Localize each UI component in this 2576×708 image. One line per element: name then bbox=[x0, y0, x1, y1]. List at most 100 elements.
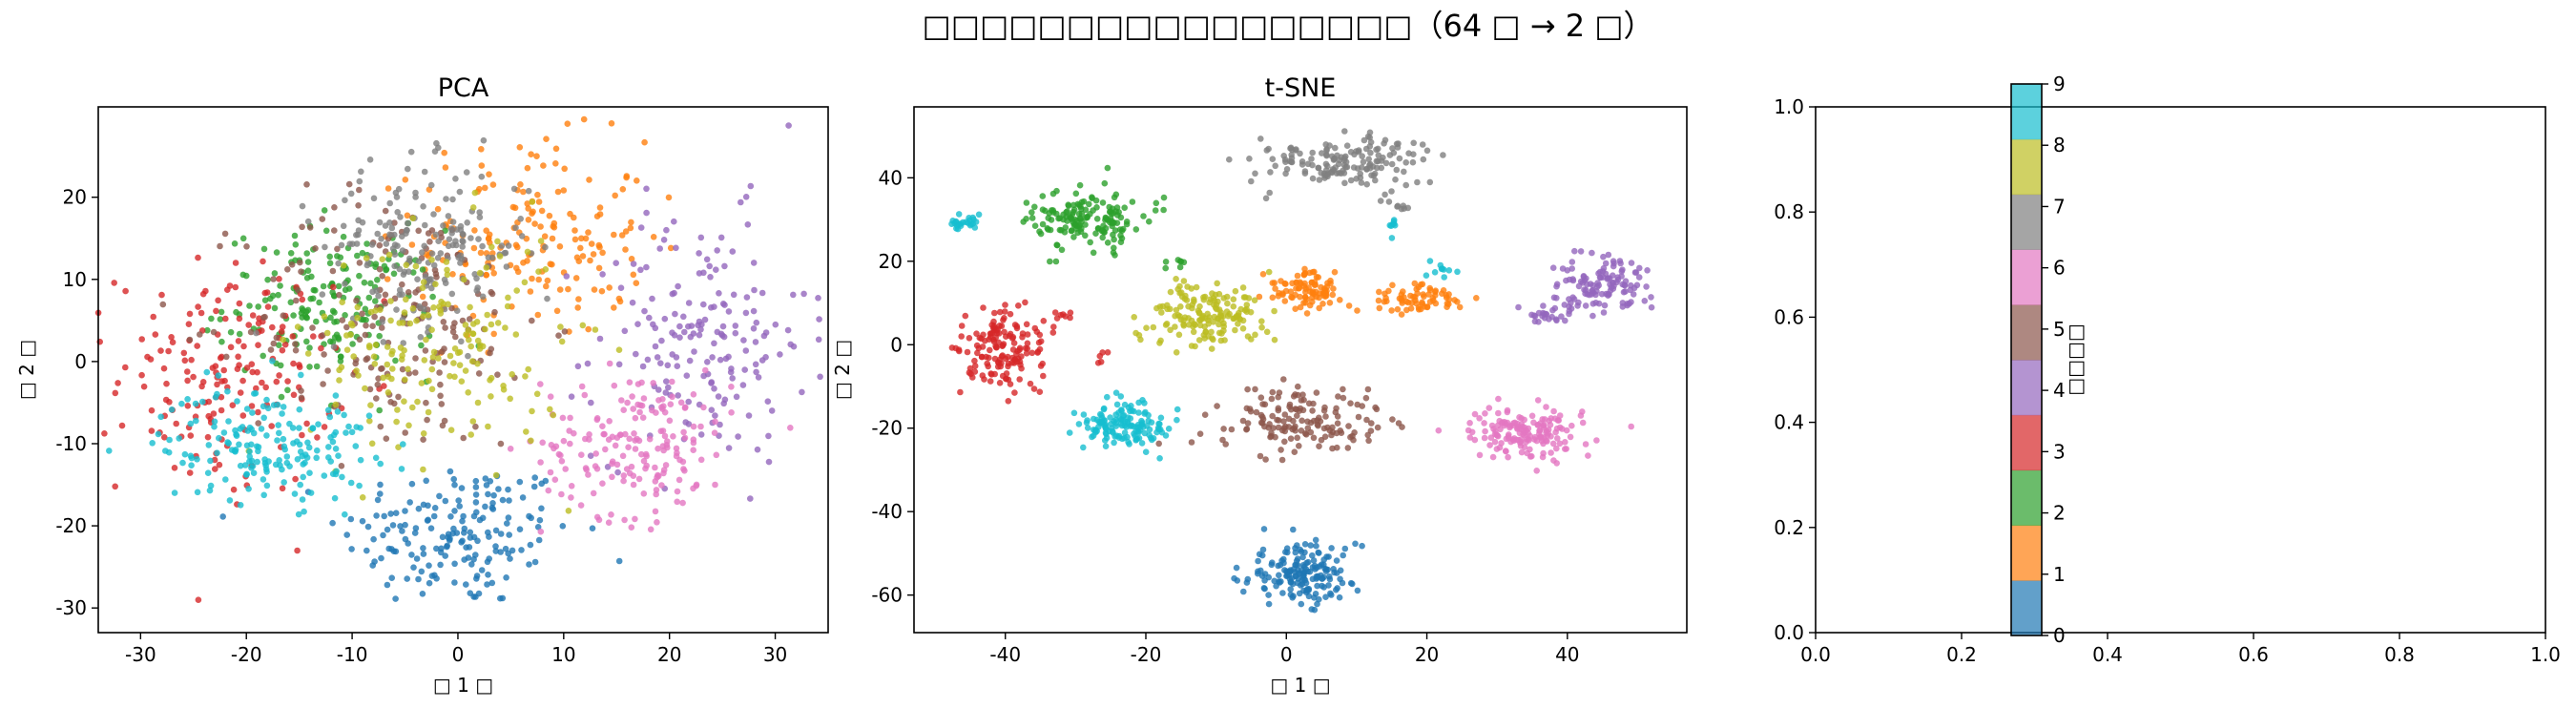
pca-point-class-2 bbox=[275, 291, 281, 299]
tsne-point-class-8 bbox=[1190, 328, 1197, 336]
pca-point-class-9 bbox=[248, 465, 255, 471]
pca-point-class-2 bbox=[363, 317, 369, 323]
pca-point-class-8 bbox=[537, 238, 545, 244]
pca-point-class-6 bbox=[577, 502, 585, 509]
tsne-point-class-1 bbox=[1381, 298, 1388, 305]
pca-point-class-9 bbox=[192, 400, 199, 407]
pca-point-class-2 bbox=[233, 308, 239, 316]
pca-point-class-8 bbox=[468, 358, 476, 364]
pca-point-class-9 bbox=[314, 447, 321, 454]
tsne-point-class-3 bbox=[1027, 380, 1034, 387]
tsne-point-class-0 bbox=[1311, 606, 1319, 614]
pca-point-class-7 bbox=[414, 276, 421, 283]
pca-point-class-9 bbox=[291, 490, 299, 497]
tsne-point-class-6 bbox=[1563, 446, 1569, 452]
pca-point-class-5 bbox=[402, 429, 409, 436]
pca-point-class-6 bbox=[578, 451, 585, 459]
tsne-point-class-0 bbox=[1309, 552, 1316, 559]
pca-point-class-3 bbox=[290, 360, 297, 367]
pca-point-class-5 bbox=[299, 223, 305, 231]
tsne-point-class-9 bbox=[1111, 439, 1117, 447]
pca-point-class-4 bbox=[681, 328, 688, 336]
pca-point-class-1 bbox=[478, 146, 485, 153]
pca-point-class-9 bbox=[295, 510, 302, 518]
pca-point-class-5 bbox=[298, 268, 304, 276]
pca-point-class-8 bbox=[355, 372, 362, 379]
tsne-point-class-2 bbox=[1072, 190, 1080, 198]
pca-points bbox=[94, 115, 823, 603]
pca-point-class-9 bbox=[343, 429, 349, 436]
tsne-point-class-4 bbox=[1549, 264, 1557, 272]
pca-point-class-3 bbox=[111, 280, 117, 286]
pca-point-class-7 bbox=[391, 251, 399, 259]
pca-point-class-4 bbox=[744, 221, 752, 228]
pca-point-class-0 bbox=[485, 572, 491, 578]
tsne-point-class-3 bbox=[1097, 359, 1105, 365]
tsne-point-class-5 bbox=[1292, 427, 1298, 434]
tsne-point-class-6 bbox=[1466, 434, 1474, 441]
pca-point-class-0 bbox=[499, 594, 507, 602]
tsne-point-class-0 bbox=[1320, 556, 1327, 563]
pca-point-class-8 bbox=[403, 261, 410, 269]
pca-point-class-3 bbox=[299, 431, 305, 439]
pca-point-class-2 bbox=[320, 282, 327, 290]
tsne-point-class-6 bbox=[1541, 416, 1548, 423]
pca-point-class-6 bbox=[674, 488, 681, 495]
pca-point-class-6 bbox=[558, 458, 566, 465]
pca-point-class-0 bbox=[412, 525, 420, 531]
pca-point-class-2 bbox=[242, 272, 250, 280]
pca-point-class-3 bbox=[230, 486, 238, 493]
pca-point-class-5 bbox=[159, 301, 167, 308]
pca-point-class-1 bbox=[535, 276, 542, 283]
tsne-point-class-7 bbox=[1392, 176, 1399, 183]
pca-point-class-0 bbox=[450, 525, 457, 532]
pca-point-class-9 bbox=[220, 429, 228, 436]
pca-point-class-4 bbox=[740, 337, 747, 344]
tsne-point-class-4 bbox=[1587, 281, 1594, 287]
pca-point-class-0 bbox=[495, 486, 502, 492]
tsne-point-class-0 bbox=[1333, 557, 1340, 564]
tsne-point-class-9 bbox=[1138, 417, 1145, 425]
pca-point-class-9 bbox=[222, 476, 229, 483]
pca-point-class-0 bbox=[431, 505, 439, 511]
pca-point-class-4 bbox=[669, 329, 675, 337]
pca-point-class-9 bbox=[294, 456, 301, 463]
tsne-point-class-7 bbox=[1359, 153, 1365, 159]
tsne-point-class-3 bbox=[1023, 350, 1030, 357]
pca-point-class-4 bbox=[621, 327, 629, 335]
colorbar-segment-4 bbox=[2011, 360, 2042, 416]
pca-point-class-8 bbox=[413, 317, 420, 324]
pca-point-class-0 bbox=[482, 475, 489, 482]
pca-point-class-7 bbox=[455, 254, 462, 261]
pca-point-class-9 bbox=[372, 454, 380, 462]
tsne-point-class-8 bbox=[1156, 340, 1163, 346]
tsne-point-class-9 bbox=[1090, 427, 1097, 433]
pca-point-class-9 bbox=[203, 368, 211, 376]
pca-title: PCA bbox=[438, 73, 489, 103]
tsne-point-class-3 bbox=[1040, 318, 1048, 324]
pca-point-class-4 bbox=[732, 323, 739, 329]
pca-point-class-3 bbox=[169, 339, 177, 346]
pca-point-class-5 bbox=[261, 313, 268, 321]
pca-point-class-3 bbox=[185, 321, 193, 328]
pca-point-class-3 bbox=[122, 287, 129, 295]
tsne-point-class-1 bbox=[1375, 297, 1382, 304]
pca-point-class-4 bbox=[725, 353, 732, 361]
tsne-point-class-4 bbox=[1643, 283, 1650, 290]
tsne-points bbox=[948, 128, 1655, 614]
pca-point-class-1 bbox=[486, 171, 492, 177]
pca-point-class-5 bbox=[440, 319, 447, 325]
pca-point-class-7 bbox=[391, 262, 398, 270]
pca-point-class-6 bbox=[558, 490, 565, 498]
pca-point-class-5 bbox=[356, 336, 364, 344]
tsne-point-class-0 bbox=[1313, 542, 1319, 550]
pca-point-class-7 bbox=[443, 196, 449, 202]
pca-point-class-1 bbox=[599, 249, 606, 257]
pca-point-class-5 bbox=[270, 340, 278, 347]
pca-point-class-8 bbox=[451, 345, 459, 352]
pca-point-class-8 bbox=[420, 279, 427, 286]
pca-point-class-9 bbox=[315, 421, 322, 428]
tsne-point-class-8 bbox=[1167, 288, 1174, 296]
pca-point-class-8 bbox=[343, 346, 351, 354]
tsne-point-class-9 bbox=[955, 211, 963, 218]
